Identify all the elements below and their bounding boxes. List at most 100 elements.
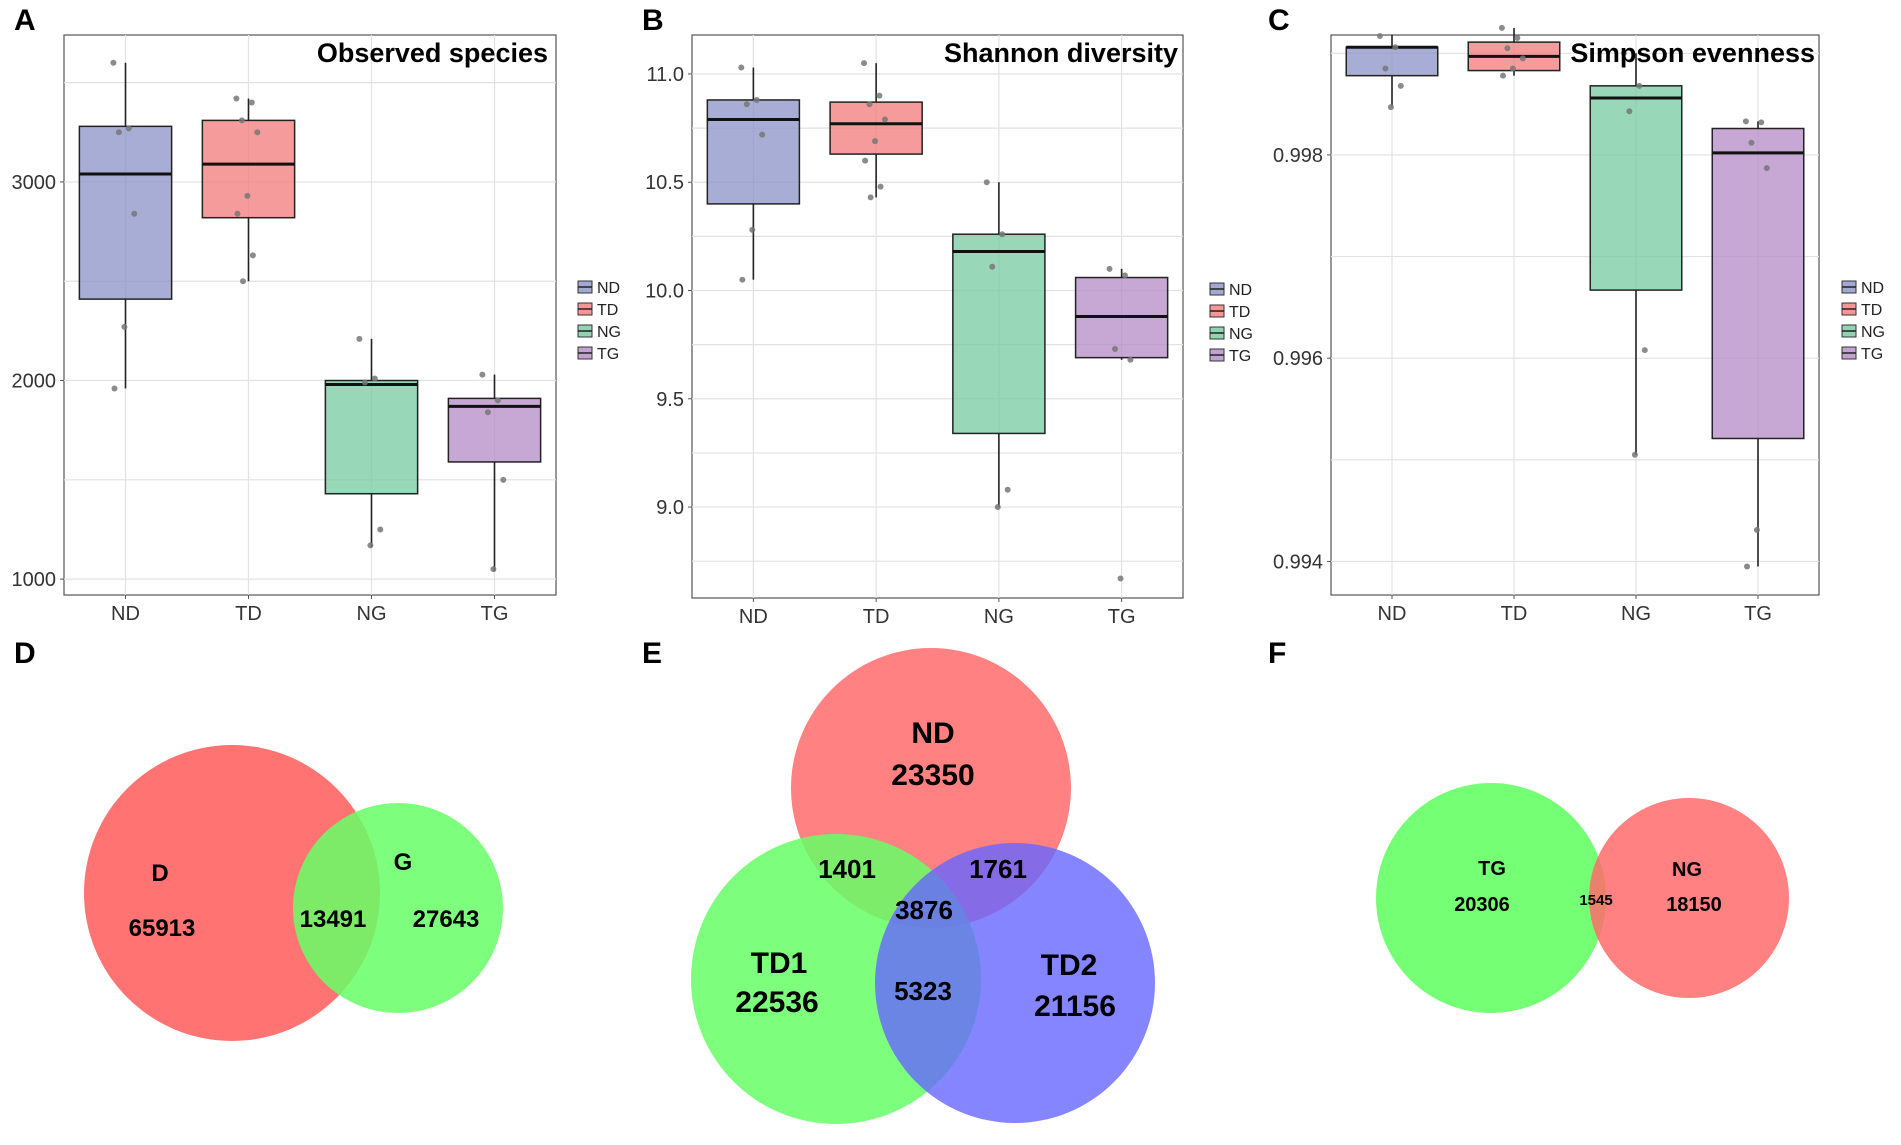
data-point (254, 129, 261, 136)
data-point (1382, 65, 1389, 72)
data-point (1376, 33, 1383, 40)
chart-observed-species: 1000 2000 3000 ND TD NG TG Observed species ND TD… (12, 34, 621, 625)
data-point (494, 397, 501, 404)
venn-e-value-nd-td2: 1761 (969, 854, 1027, 884)
box-td (201, 119, 296, 219)
venn-d-value-overlap: 13491 (300, 906, 367, 933)
data-point (1636, 82, 1643, 89)
data-point (121, 323, 128, 330)
data-point (500, 476, 507, 483)
chart-title: Observed species (317, 38, 548, 68)
data-point (1387, 104, 1394, 111)
data-point (371, 375, 378, 382)
venn-e-label-td1: TD1 (751, 947, 808, 980)
data-point (999, 231, 1006, 238)
y-tick-label: 1000 (12, 569, 57, 591)
data-point (356, 335, 363, 342)
panel-label-f: F (1268, 637, 1286, 670)
venn-f-label-ng: NG (1672, 859, 1702, 881)
venn-d-circle-g (293, 803, 503, 1013)
box-nd (78, 125, 173, 300)
y-tick-label: 9.5 (656, 389, 684, 411)
x-tick-label: NG (357, 603, 387, 625)
data-point (1641, 347, 1648, 354)
data-point (233, 95, 240, 102)
box-nd (706, 99, 801, 205)
data-point (1117, 575, 1124, 582)
data-point (111, 385, 118, 392)
data-point (1514, 35, 1521, 42)
data-point (131, 210, 138, 217)
chart-simpson-evenness: 0.994 0.996 0.998 ND TD NG TG Simpson evenness N… (1273, 24, 1885, 625)
venn-e-value-td1-td2: 5323 (894, 976, 952, 1006)
legend-label-nd: ND (1229, 282, 1252, 299)
venn-f-value-overlap: 1545 (1579, 892, 1612, 909)
x-tick-label: TG (481, 603, 509, 625)
data-point (234, 210, 241, 217)
data-point (739, 276, 746, 283)
data-point (1519, 55, 1526, 62)
data-point (1753, 526, 1760, 533)
venn-f: TG 20306 1545 NG 18150 (1376, 783, 1789, 1013)
data-point (1748, 139, 1755, 146)
data-point (1127, 356, 1134, 363)
legend-label-tg: TG (1229, 348, 1251, 365)
data-point (881, 116, 888, 123)
data-point (862, 157, 869, 164)
venn-f-value-ng-only: 18150 (1666, 894, 1722, 916)
venn-f-label-tg: TG (1478, 858, 1506, 880)
data-point (1500, 72, 1506, 79)
data-point (1112, 345, 1119, 352)
box-td (829, 101, 923, 155)
data-point (367, 542, 374, 549)
x-tick-label: TD (863, 606, 890, 628)
y-tick-label: 0.996 (1273, 348, 1323, 370)
data-point (1004, 486, 1011, 493)
box-ng (952, 233, 1046, 435)
legend-label-td: TD (597, 302, 618, 319)
box-ng (324, 379, 419, 495)
y-tick-label: 10.0 (645, 281, 684, 303)
x-tick-label: TD (235, 603, 262, 625)
box-tg (447, 397, 542, 463)
legend-label-td: TD (1861, 302, 1882, 319)
data-point (479, 371, 486, 378)
data-point (738, 64, 745, 71)
x-tick-label: NG (984, 606, 1014, 628)
data-point (1498, 24, 1505, 31)
legend-label-nd: ND (1861, 280, 1884, 297)
box-ng (1589, 85, 1683, 291)
data-point (1742, 118, 1749, 125)
x-tick-label: TD (1501, 603, 1528, 625)
venn-e-label-td2: TD2 (1041, 949, 1098, 982)
legend-label-ng: NG (1229, 326, 1253, 343)
panel-label-e: E (642, 637, 662, 670)
venn-e-value-center: 3876 (895, 895, 953, 925)
data-point (238, 117, 245, 124)
data-point (1626, 108, 1633, 115)
y-tick-label: 3000 (12, 172, 57, 194)
data-point (866, 101, 873, 108)
venn-e-value-td2-only: 21156 (1034, 990, 1116, 1023)
legend-label-tg: TG (1861, 346, 1883, 363)
x-tick-label: ND (111, 603, 140, 625)
data-point (1504, 45, 1511, 52)
panel-label-a: A (14, 4, 36, 37)
legend-label-td: TD (1229, 304, 1250, 321)
legend-label-ng: NG (597, 324, 621, 341)
data-point (1397, 82, 1404, 89)
data-point (759, 131, 766, 138)
chart-shannon-diversity: 9.0 9.5 10.0 10.5 11.0 ND TD NG TG Shannon divers… (645, 34, 1253, 628)
data-point (1392, 44, 1399, 51)
y-tick-label: 9.0 (656, 497, 684, 519)
chart-title: Shannon diversity (944, 38, 1178, 68)
y-tick-label: 11.0 (647, 64, 684, 86)
venn-f-circle-tg (1376, 783, 1606, 1013)
venn-e-value-nd-only: 23350 (891, 759, 974, 792)
data-point (240, 278, 246, 285)
data-point (1758, 119, 1765, 126)
data-point (749, 226, 756, 233)
data-point (861, 60, 868, 67)
venn-f-circle-ng (1589, 798, 1789, 998)
